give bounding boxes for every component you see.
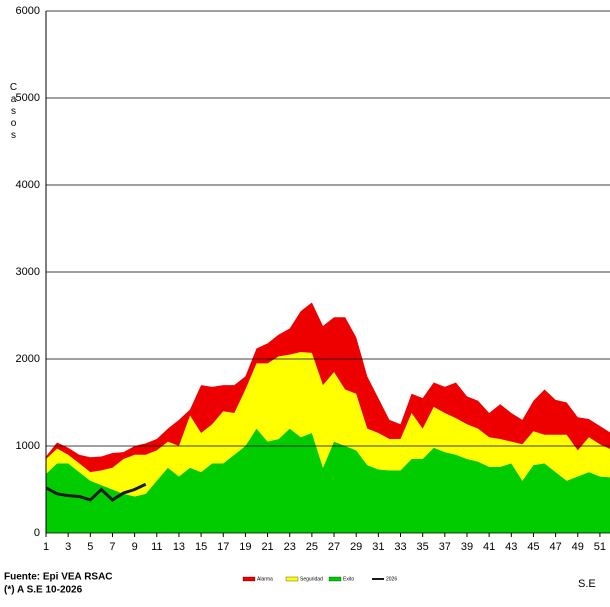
y-tick-label: 1000 xyxy=(16,440,40,452)
y-tick-label: 2000 xyxy=(16,353,40,365)
y-tick-label: 0 xyxy=(34,527,40,539)
x-tick-label: 5 xyxy=(87,541,93,553)
x-tick-label: 51 xyxy=(594,541,606,553)
x-tick-label: 1 xyxy=(43,541,49,553)
x-tick-label: 23 xyxy=(284,541,296,553)
x-tick-label: 3 xyxy=(65,541,71,553)
x-tick-label: 33 xyxy=(394,541,406,553)
y-tick-label: 4000 xyxy=(16,179,40,191)
y-tick-label: 6000 xyxy=(16,5,40,17)
note: (*) A S.E 10-2026 xyxy=(4,585,83,596)
line xyxy=(45,482,147,502)
x-tick-label: 49 xyxy=(572,541,584,553)
x-tick-label: 39 xyxy=(461,541,473,553)
x-tick-label: 19 xyxy=(239,541,251,553)
y-axis-label: Casos xyxy=(8,82,19,142)
x-tick-label: 25 xyxy=(306,541,318,553)
legend-label: Exito xyxy=(343,576,354,582)
legend-label: Alarma xyxy=(257,576,273,582)
area xyxy=(46,428,610,533)
x-tick-label: 35 xyxy=(417,541,429,553)
x-tick-label: 31 xyxy=(372,541,384,553)
legend-label: Seguridad xyxy=(300,576,323,582)
x-tick-label: 7 xyxy=(109,541,115,553)
source: Fuente: Epi VEA RSAC xyxy=(4,572,113,583)
y-tick-label: 3000 xyxy=(16,266,40,278)
x-tick-label: 21 xyxy=(261,541,273,553)
x-tick-label: 11 xyxy=(151,541,162,553)
x-tick-label: 9 xyxy=(132,541,138,553)
x-tick-label: 43 xyxy=(505,541,517,553)
x-tick-label: 45 xyxy=(527,541,539,553)
x-tick-label: 17 xyxy=(217,541,229,553)
x-tick-label: 15 xyxy=(195,541,207,553)
legend-swatch xyxy=(285,576,299,582)
x-tick-label: 47 xyxy=(549,541,561,553)
x-tick-label: 41 xyxy=(483,541,495,553)
legend-label: 2026 xyxy=(386,576,397,582)
x-tick-label: 29 xyxy=(350,541,362,553)
y-tick-label: 5000 xyxy=(16,92,40,104)
x-axis-label: S.E xyxy=(578,578,596,590)
legend-swatch xyxy=(242,576,256,582)
x-tick-label: 37 xyxy=(439,541,451,553)
x-tick-label: 27 xyxy=(328,541,340,553)
area xyxy=(46,352,610,497)
area xyxy=(46,302,610,473)
legend-swatch xyxy=(328,576,342,582)
x-tick-label: 13 xyxy=(173,541,185,553)
